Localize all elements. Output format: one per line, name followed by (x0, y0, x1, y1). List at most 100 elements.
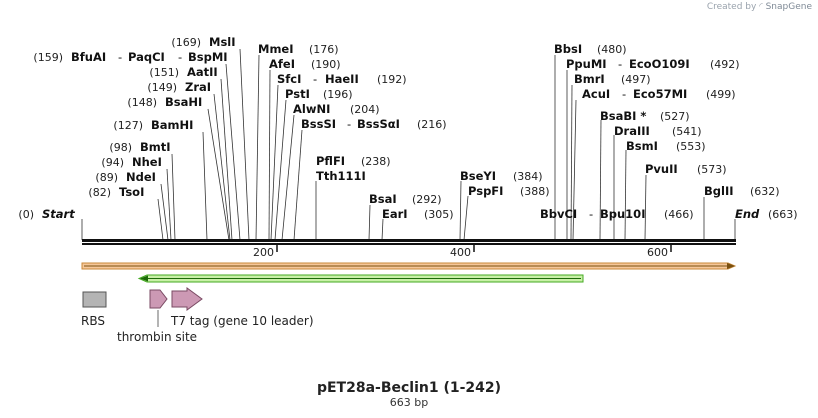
site-pos-bamhi: (127) (113, 119, 143, 132)
credit-brand: SnapGene (765, 2, 812, 12)
site-name-eari[interactable]: EarI (382, 207, 408, 221)
site-name-sfci[interactable]: SfcI (277, 72, 301, 86)
site-name-bsssai[interactable]: BssSαI (357, 117, 400, 131)
site-name-bsssi[interactable]: BssSI (301, 117, 336, 131)
snapgene-credit: Created by ◜ SnapGene (707, 2, 812, 12)
thrombin-site-arrow-icon[interactable] (149, 289, 168, 309)
site-pos-ndei: (89) (95, 171, 118, 184)
site-name-bfuai[interactable]: BfuAI (71, 50, 106, 64)
site-name-bsmi[interactable]: BsmI (626, 139, 658, 153)
orf-forward[interactable] (81, 262, 737, 270)
site-leader-lines (81, 48, 736, 241)
site-name-psti[interactable]: PstI (285, 87, 310, 101)
site-pos-pvuii: (573) (697, 163, 727, 176)
site-pos-bsabi: (527) (660, 110, 690, 123)
site-pos-tsoi: (82) (88, 186, 111, 199)
site-name-tsoi[interactable]: TsoI (119, 185, 144, 199)
site-pos-sfci: (192) (377, 73, 407, 86)
credit-prefix: Created by (706, 2, 757, 12)
orf-arrow-icon (727, 263, 735, 269)
sequence-backbone (82, 239, 736, 245)
site-name-bspmi[interactable]: BspMI (188, 50, 228, 64)
site-name-eco57mi[interactable]: Eco57MI (633, 87, 687, 101)
end-label: End (735, 207, 760, 221)
start-label: Start (42, 207, 75, 221)
site-name-zrai[interactable]: ZraI (185, 80, 211, 94)
site-pos-bsai: (292) (412, 193, 442, 206)
site-name-bglii[interactable]: BglII (704, 184, 734, 198)
site-name-tth111i[interactable]: Tth111I (316, 169, 366, 183)
svg-text:-: - (178, 50, 182, 64)
site-name-paqci[interactable]: PaqCI (128, 50, 165, 64)
bottom-strand (82, 243, 736, 245)
svg-text:-: - (118, 50, 122, 64)
site-name-pflfi[interactable]: PflFI (316, 154, 345, 168)
svg-text:-: - (589, 207, 593, 221)
site-name-draiii[interactable]: DraIII (614, 124, 650, 138)
right-site-labels: BbvCI - Bpu10I (466) BbsI (480) PpuMI - … (540, 42, 780, 221)
site-name-bsahi[interactable]: BsaHI (165, 95, 202, 109)
site-name-acui[interactable]: AcuI (582, 87, 610, 101)
site-name-pspfi[interactable]: PspFI (468, 184, 503, 198)
site-name-mmei[interactable]: MmeI (258, 42, 294, 56)
sequence-length: 663 bp (390, 396, 428, 409)
cds-arrow-icon (140, 275, 148, 282)
svg-text:-: - (618, 57, 622, 71)
left-site-labels: (82) TsoI (89) NdeI (94) NheI (98) BmtI … (33, 35, 235, 199)
site-name-bseyi[interactable]: BseYI (460, 169, 496, 183)
site-pos-afei: (190) (311, 58, 341, 71)
site-pos-bglii: (632) (750, 185, 780, 198)
svg-text:-: - (313, 72, 317, 86)
site-pos-pspfi: (388) (520, 185, 550, 198)
site-pos-ppumi: (492) (710, 58, 740, 71)
svg-text:-: - (347, 117, 351, 131)
site-name-bsai[interactable]: BsaI (369, 192, 397, 206)
feature-label-thrombin: thrombin site (117, 330, 197, 344)
site-name-nhei[interactable]: NheI (132, 155, 162, 169)
site-pos-bbvci: (466) (664, 208, 694, 221)
site-name-pvuii[interactable]: PvuII (645, 162, 678, 176)
site-pos-bbsi: (480) (597, 43, 627, 56)
site-pos-bseyi: (384) (513, 170, 543, 183)
site-name-bsabi[interactable]: BsaBI * (600, 109, 646, 123)
end-position: (663) (768, 208, 798, 221)
site-pos-mmei: (176) (309, 43, 339, 56)
site-name-bamhi[interactable]: BamHI (151, 118, 193, 132)
site-pos-eari: (305) (424, 208, 454, 221)
site-name-aatii[interactable]: AatII (187, 65, 218, 79)
snapgene-logo-icon: ◜ (759, 2, 763, 12)
site-name-bmri[interactable]: BmrI (574, 72, 605, 86)
site-pos-msli: (169) (171, 36, 201, 49)
site-name-bmti[interactable]: BmtI (140, 140, 171, 154)
feature-label-rbs: RBS (81, 314, 105, 328)
site-name-afei[interactable]: AfeI (269, 57, 295, 71)
site-name-msli[interactable]: MslI (209, 35, 236, 49)
features: RBS thrombin site T7 tag (gene 10 leader… (81, 287, 314, 344)
site-pos-draiii: (541) (672, 125, 702, 138)
site-name-bpu10i[interactable]: Bpu10I (600, 207, 645, 221)
site-pos-bsmi: (553) (676, 140, 706, 153)
site-pos-pflfi: (238) (361, 155, 391, 168)
cds-reverse[interactable] (137, 274, 584, 283)
site-pos-bsahi: (148) (127, 96, 157, 109)
site-name-ppumi[interactable]: PpuMI (566, 57, 607, 71)
site-name-alwni[interactable]: AlwNI (293, 102, 330, 116)
site-name-bbvci[interactable]: BbvCI (540, 207, 577, 221)
site-pos-psti: (196) (323, 88, 353, 101)
site-name-bbsi[interactable]: BbsI (554, 42, 582, 56)
site-name-ndei[interactable]: NdeI (126, 170, 156, 184)
t7-tag-arrow-icon[interactable] (171, 287, 203, 311)
site-pos-bsssi: (216) (417, 118, 447, 131)
ruler: 200 400 600 (253, 245, 672, 259)
rbs-feature-box[interactable] (82, 291, 107, 308)
site-name-ecoo109i[interactable]: EcoO109I (629, 57, 690, 71)
middle-site-labels: MmeI (176) AfeI (190) SfcI - HaeII (192)… (258, 42, 550, 221)
site-pos-bmri: (497) (621, 73, 651, 86)
site-pos-acui: (499) (706, 88, 736, 101)
site-name-haeii[interactable]: HaeII (325, 72, 359, 86)
start-position: (0) (18, 208, 34, 221)
ruler-label-600: 600 (647, 246, 668, 259)
svg-text:-: - (622, 87, 626, 101)
site-pos-aatii: (151) (149, 66, 179, 79)
